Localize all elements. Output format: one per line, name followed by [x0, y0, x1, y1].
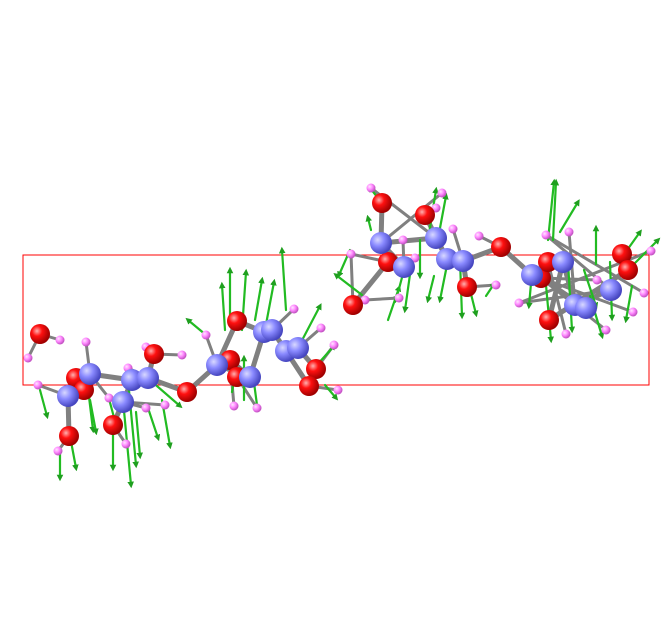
- hydrogen-atom[interactable]: [33, 380, 43, 390]
- oxygen-atom[interactable]: [343, 295, 363, 315]
- oxygen-atom[interactable]: [103, 415, 123, 435]
- hydrogen-atom[interactable]: [646, 246, 656, 256]
- force-vector-arrow: [278, 246, 288, 312]
- carbon-atom[interactable]: [393, 256, 415, 278]
- carbon-atom[interactable]: [521, 264, 543, 286]
- force-vector-arrow: [218, 281, 227, 332]
- hydrogen-atom[interactable]: [474, 231, 484, 241]
- force-vector-arrow: [558, 199, 580, 234]
- oxygen-atom[interactable]: [618, 260, 638, 280]
- force-vector-arrow: [88, 398, 99, 436]
- hydrogen-atom[interactable]: [394, 293, 404, 303]
- hydrogen-atom[interactable]: [201, 330, 211, 340]
- force-vector-arrow: [333, 272, 364, 297]
- oxygen-atom[interactable]: [177, 382, 197, 402]
- oxygen-atom[interactable]: [457, 277, 477, 297]
- hydrogen-atom[interactable]: [448, 224, 458, 234]
- carbon-atom[interactable]: [552, 251, 574, 273]
- oxygen-atom[interactable]: [539, 310, 559, 330]
- hydrogen-atom[interactable]: [592, 275, 602, 285]
- hydrogen-atom[interactable]: [229, 401, 239, 411]
- hydrogen-atom[interactable]: [601, 325, 611, 335]
- bond: [546, 267, 631, 323]
- hydrogen-atom[interactable]: [316, 323, 326, 333]
- carbon-atom[interactable]: [121, 369, 143, 391]
- hydrogen-atom[interactable]: [141, 403, 151, 413]
- hydrogen-atom[interactable]: [639, 288, 649, 298]
- force-vector-arrow: [546, 178, 557, 242]
- oxygen-atom[interactable]: [227, 311, 247, 331]
- force-vector-arrow: [38, 388, 50, 420]
- carbon-atom[interactable]: [370, 232, 392, 254]
- carbon-atom[interactable]: [575, 297, 597, 319]
- oxygen-atom[interactable]: [491, 237, 511, 257]
- oxygen-atom[interactable]: [306, 359, 326, 379]
- oxygen-atom[interactable]: [538, 252, 558, 272]
- oxygen-atom[interactable]: [612, 244, 632, 264]
- force-vector-arrow: [253, 276, 265, 322]
- bond: [546, 260, 568, 336]
- hydrogen-atom[interactable]: [121, 439, 131, 449]
- carbon-atom[interactable]: [137, 367, 159, 389]
- carbon-atom[interactable]: [425, 227, 447, 249]
- force-vector-arrow: [323, 383, 339, 401]
- bond: [567, 230, 577, 307]
- hydrogen-atom[interactable]: [329, 340, 339, 350]
- hydrogen-atom[interactable]: [398, 235, 408, 245]
- hydrogen-atom[interactable]: [160, 400, 170, 410]
- force-vector-arrow: [551, 178, 560, 242]
- unit-cell-box: [22, 254, 650, 386]
- hydrogen-atom[interactable]: [561, 329, 571, 339]
- hydrogen-atom[interactable]: [81, 337, 91, 347]
- force-vector-arrow: [623, 284, 634, 324]
- bond: [363, 296, 401, 302]
- force-vector-arrow: [126, 378, 139, 469]
- carbon-atom[interactable]: [57, 385, 79, 407]
- hydrogen-atom[interactable]: [628, 307, 638, 317]
- hydrogen-atom[interactable]: [437, 188, 447, 198]
- carbon-atom[interactable]: [206, 354, 228, 376]
- hydrogen-atom[interactable]: [564, 227, 574, 237]
- hydrogen-atom[interactable]: [410, 253, 420, 263]
- hydrogen-atom[interactable]: [23, 353, 33, 363]
- oxygen-atom[interactable]: [59, 426, 79, 446]
- hydrogen-atom[interactable]: [177, 350, 187, 360]
- oxygen-atom[interactable]: [372, 193, 392, 213]
- oxygen-atom[interactable]: [74, 380, 94, 400]
- hydrogen-atom[interactable]: [104, 393, 114, 403]
- carbon-atom[interactable]: [79, 363, 101, 385]
- carbon-atom[interactable]: [452, 250, 474, 272]
- hydrogen-atom[interactable]: [366, 183, 376, 193]
- carbon-atom[interactable]: [112, 391, 134, 413]
- hydrogen-atom[interactable]: [55, 335, 65, 345]
- carbon-atom[interactable]: [436, 248, 458, 270]
- hydrogen-atom[interactable]: [53, 446, 63, 456]
- oxygen-atom[interactable]: [415, 205, 435, 225]
- hydrogen-atom[interactable]: [491, 280, 501, 290]
- carbon-atom[interactable]: [287, 337, 309, 359]
- hydrogen-atom[interactable]: [514, 298, 524, 308]
- force-vector-arrow: [438, 192, 449, 230]
- force-vector-arrow: [582, 268, 599, 310]
- hydrogen-atom[interactable]: [289, 304, 299, 314]
- hydrogen-atom[interactable]: [333, 385, 343, 395]
- force-vector-arrow: [134, 410, 143, 460]
- force-vector-arrow: [365, 214, 373, 232]
- force-vector-arrow: [146, 406, 161, 442]
- carbon-atom[interactable]: [239, 366, 261, 388]
- hydrogen-atom[interactable]: [252, 403, 262, 413]
- oxygen-atom[interactable]: [30, 324, 50, 344]
- hydrogen-atom[interactable]: [346, 249, 356, 259]
- carbon-atom[interactable]: [261, 319, 283, 341]
- hydrogen-atom[interactable]: [541, 230, 551, 240]
- oxygen-atom[interactable]: [144, 344, 164, 364]
- carbon-atom[interactable]: [600, 279, 622, 301]
- hydrogen-atom[interactable]: [360, 295, 370, 305]
- atoms-layer[interactable]: [23, 183, 656, 456]
- force-vector-arrow: [425, 274, 436, 304]
- oxygen-atom[interactable]: [299, 376, 319, 396]
